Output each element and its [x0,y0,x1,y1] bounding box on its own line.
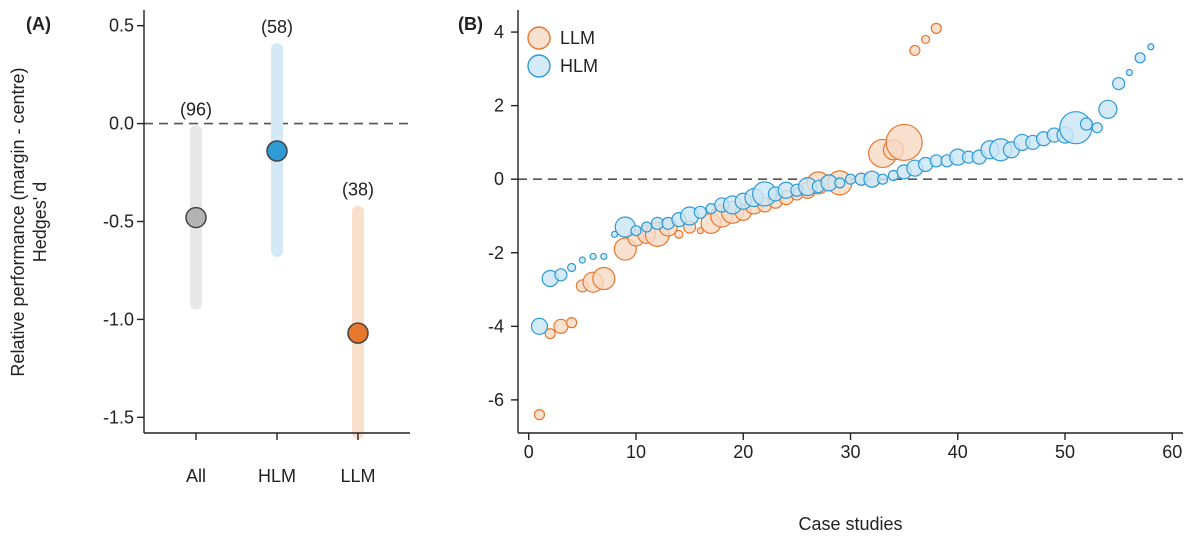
panel-b-x-tick-label: 20 [733,442,753,462]
panel-b-x-tick-label: 10 [626,442,646,462]
bubble-hlm [530,317,549,335]
bubble-hlm [610,230,619,238]
panel-b-y-tick-label: 4 [494,22,504,42]
panel-b-x-tick-label: 30 [840,442,860,462]
bubble-hlm [1079,117,1094,131]
sample-count-hlm: (58) [261,17,293,37]
bubble-hlm [693,205,707,219]
bubble-hlm [844,173,857,185]
panel-b-x-tick-label: 60 [1162,442,1182,462]
bubble-hlm [1091,122,1103,134]
bubble-hlm [630,225,642,237]
bubble-llm [553,318,569,334]
bubble-hlm [877,173,889,185]
bubble-hlm [834,177,846,189]
panel-a-label: (A) [26,14,51,34]
bubble-hlm [641,221,653,233]
panel-a-y-axis-title-line2: Hedges' d [30,182,50,263]
bubble-hlm [1147,43,1155,51]
panel-b-y-tick-label: 0 [494,169,504,189]
bubble-hlm [1125,68,1133,77]
bubble-llm [885,123,923,162]
bubble-llm [696,227,704,235]
bubble-llm [930,22,942,34]
bubble-llm [920,34,931,45]
panel-a-y-tick-label: 0.5 [109,16,134,36]
legend-label-hlm: HLM [560,56,598,76]
panel-a-x-tick-label-all: All [186,466,206,486]
panel-b-x-tick-label: 40 [948,442,968,462]
panel-b-x-axis-title: Case studies [798,514,902,534]
panel-b-x-tick-label: 50 [1055,442,1075,462]
panel-b-x-tick-label: 0 [524,442,534,462]
estimate-point-llm [347,322,369,344]
panel-a-y-tick-label: -0.5 [103,212,134,232]
legend-marker-hlm [527,54,551,78]
sample-count-llm: (38) [342,180,374,200]
panel-a-y-tick-label: 0.0 [109,114,134,134]
panel-b-y-tick-label: -4 [488,316,504,336]
bubble-llm [909,44,921,57]
panel-a-y-axis-title-line1: Relative performance (margin - centre) [8,67,28,376]
estimate-point-all [185,206,207,229]
panel-b-legend: LLM HLM [527,26,598,78]
panel-b-y-tick-label: -2 [488,243,504,263]
bubble-hlm [554,268,568,282]
bubble-hlm [589,252,597,261]
bubble-llm [674,229,684,239]
bubble-hlm [1134,52,1146,64]
bubble-hlm [567,262,577,273]
legend-label-llm: LLM [560,28,595,48]
panel-a-axes: 0.5 0.0 -0.5 -1.0 -1.5 All HLM LLM [103,10,410,486]
bubble-hlm [600,252,608,261]
panel-b-y-tick-label: -6 [488,390,504,410]
bubble-llm [592,266,616,291]
sample-count-all: (96) [180,99,212,119]
panel-a-estimates [185,140,369,344]
panel-a-y-tick-label: -1.5 [103,407,134,427]
panel-a-y-tick-label: -1.0 [103,309,134,329]
panel-a-intervals [190,43,364,439]
estimate-point-hlm [266,140,288,162]
panel-b-bubbles [530,22,1155,421]
series-hlm [530,43,1155,335]
panel-a-y-axis-title: Relative performance (margin - centre) H… [8,67,50,376]
series-llm [533,22,942,421]
panel-a: (A) Relative performance (margin - centr… [8,10,410,486]
bubble-llm [544,328,556,340]
bubble-hlm [1098,99,1118,119]
panel-a-sample-counts: (96) (58) (38) [180,17,374,200]
panel-a-x-tick-label-hlm: HLM [258,466,296,486]
panel-b-y-tick-label: 2 [494,96,504,116]
panel-a-x-tick-label-llm: LLM [340,466,375,486]
legend-marker-llm [527,26,551,50]
bubble-llm [566,317,578,329]
panel-b-label: (B) [458,14,483,34]
bubble-hlm [1112,76,1126,91]
bubble-hlm [578,256,586,264]
bubble-llm [533,409,546,421]
